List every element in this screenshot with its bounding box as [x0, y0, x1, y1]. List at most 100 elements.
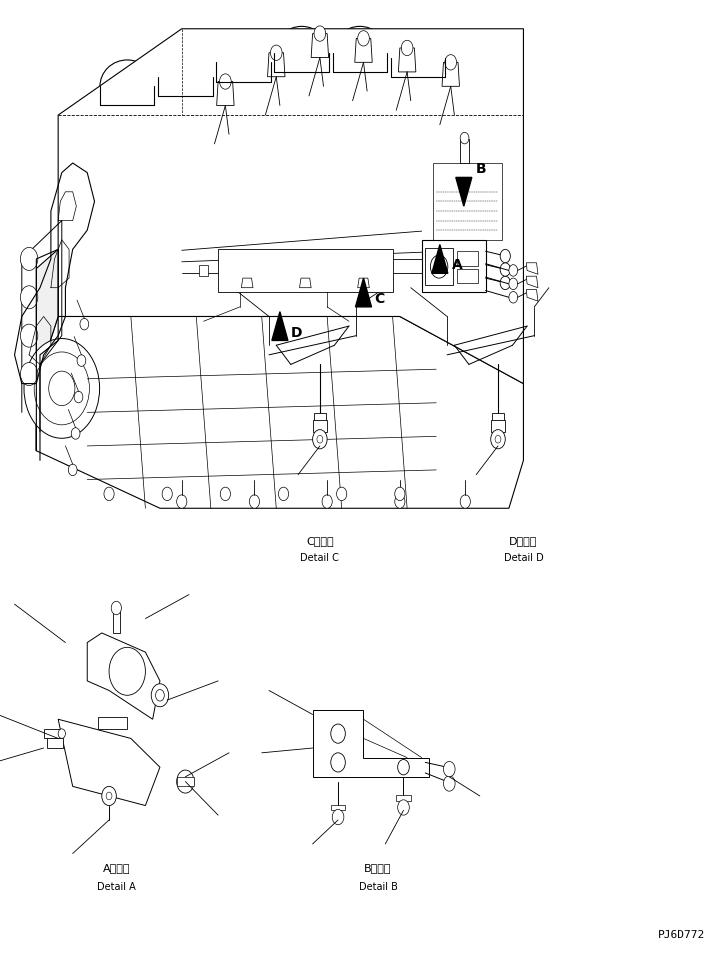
- Bar: [47, 738, 63, 748]
- Polygon shape: [456, 177, 472, 206]
- Circle shape: [500, 249, 510, 263]
- Polygon shape: [58, 29, 523, 384]
- Circle shape: [20, 247, 38, 270]
- Circle shape: [398, 800, 409, 815]
- Polygon shape: [355, 38, 372, 62]
- Bar: [422, 240, 486, 292]
- Circle shape: [80, 318, 89, 330]
- Text: C: C: [374, 292, 385, 306]
- Circle shape: [331, 753, 345, 772]
- Circle shape: [445, 55, 457, 70]
- Circle shape: [156, 690, 164, 701]
- Circle shape: [491, 430, 505, 449]
- Circle shape: [278, 487, 289, 501]
- Circle shape: [509, 265, 518, 276]
- Circle shape: [360, 258, 367, 268]
- Circle shape: [68, 464, 77, 476]
- Text: Detail A: Detail A: [97, 882, 136, 892]
- Polygon shape: [313, 710, 429, 777]
- Circle shape: [20, 324, 38, 347]
- Circle shape: [460, 132, 469, 144]
- Bar: [113, 609, 120, 633]
- Circle shape: [509, 278, 518, 290]
- Text: D: D: [291, 326, 302, 339]
- Text: D　詳細: D 詳細: [509, 536, 538, 546]
- Circle shape: [102, 786, 116, 806]
- Polygon shape: [241, 278, 253, 288]
- Polygon shape: [311, 34, 329, 58]
- Circle shape: [314, 26, 326, 41]
- Polygon shape: [58, 719, 160, 806]
- Circle shape: [332, 809, 344, 825]
- Text: A　詳細: A 詳細: [103, 863, 130, 873]
- Polygon shape: [217, 82, 234, 105]
- Text: C　詳細: C 詳細: [306, 536, 334, 546]
- Bar: [218, 249, 393, 292]
- Polygon shape: [301, 260, 310, 271]
- Bar: [44, 729, 62, 738]
- Circle shape: [358, 31, 369, 46]
- Bar: [425, 248, 453, 285]
- Circle shape: [177, 495, 187, 508]
- Polygon shape: [250, 263, 259, 274]
- Circle shape: [430, 255, 448, 278]
- Bar: [331, 805, 345, 810]
- Polygon shape: [268, 53, 285, 77]
- Circle shape: [500, 263, 510, 276]
- Bar: [457, 251, 478, 266]
- Bar: [98, 717, 127, 729]
- Text: A: A: [452, 258, 463, 271]
- Bar: [492, 413, 504, 422]
- Bar: [313, 420, 327, 432]
- Polygon shape: [432, 245, 448, 273]
- Circle shape: [322, 495, 332, 508]
- Circle shape: [106, 792, 112, 800]
- Circle shape: [395, 487, 405, 501]
- Circle shape: [151, 684, 169, 707]
- Circle shape: [398, 760, 409, 775]
- Polygon shape: [526, 290, 538, 301]
- Circle shape: [111, 601, 121, 615]
- Polygon shape: [358, 278, 369, 288]
- Text: Detail D: Detail D: [504, 553, 543, 563]
- Circle shape: [71, 428, 80, 439]
- Polygon shape: [272, 312, 288, 340]
- Circle shape: [74, 391, 83, 403]
- Polygon shape: [442, 62, 459, 86]
- Bar: [433, 163, 502, 240]
- Circle shape: [104, 487, 114, 501]
- Text: B　詳細: B 詳細: [364, 863, 392, 873]
- Polygon shape: [398, 48, 416, 72]
- Circle shape: [401, 40, 413, 56]
- Circle shape: [460, 495, 470, 508]
- Polygon shape: [36, 316, 523, 508]
- Circle shape: [331, 724, 345, 743]
- Circle shape: [395, 495, 405, 508]
- Circle shape: [443, 761, 455, 777]
- Polygon shape: [199, 265, 208, 276]
- Bar: [396, 795, 411, 801]
- Polygon shape: [87, 633, 160, 719]
- Bar: [457, 269, 478, 283]
- Circle shape: [337, 487, 347, 501]
- Circle shape: [500, 276, 510, 290]
- Polygon shape: [526, 276, 538, 288]
- Polygon shape: [345, 257, 353, 269]
- Circle shape: [509, 292, 518, 303]
- Circle shape: [177, 770, 194, 793]
- Text: PJ6D772: PJ6D772: [658, 930, 705, 940]
- Bar: [491, 420, 505, 432]
- Text: Detail C: Detail C: [300, 553, 340, 563]
- Circle shape: [109, 647, 145, 695]
- Circle shape: [270, 45, 282, 60]
- Polygon shape: [356, 278, 371, 307]
- Circle shape: [34, 352, 89, 425]
- Circle shape: [220, 487, 230, 501]
- Bar: [460, 139, 469, 163]
- Circle shape: [249, 495, 260, 508]
- Text: Detail B: Detail B: [358, 882, 398, 892]
- Text: B: B: [475, 162, 486, 175]
- Circle shape: [220, 74, 231, 89]
- Circle shape: [495, 435, 501, 443]
- Circle shape: [20, 286, 38, 309]
